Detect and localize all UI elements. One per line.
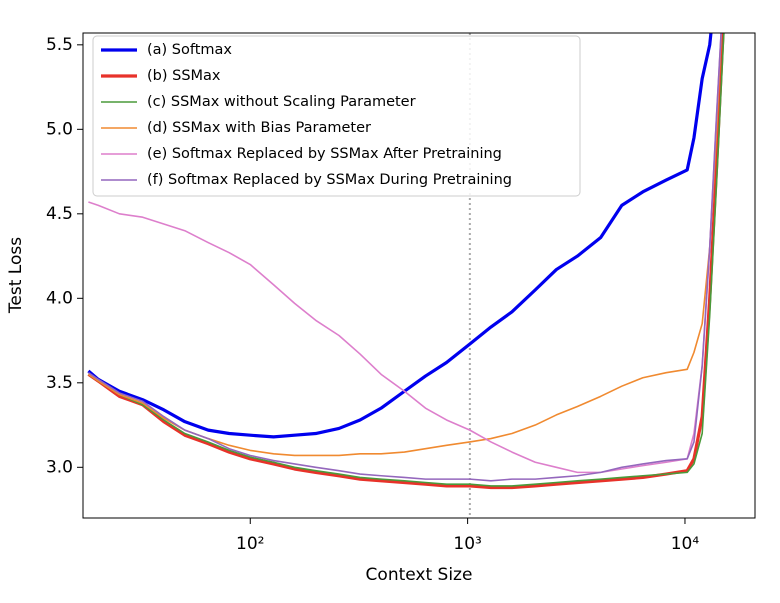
plot-frame	[82, 32, 756, 519]
y-axis-label: Test Loss	[6, 237, 26, 314]
y-tick-label: 5.0	[46, 119, 73, 139]
x-axis-label: Context Size	[366, 565, 473, 585]
legend-label: (c) SSMax without Scaling Parameter	[147, 94, 416, 110]
x-tick-label: 10³	[453, 534, 481, 554]
x-tick-label: 10²	[236, 534, 264, 554]
legend-label: (b) SSMax	[147, 68, 221, 84]
series-line	[88, 33, 722, 474]
legend-box	[92, 35, 581, 197]
x-tick-label: 10⁴	[671, 534, 700, 554]
legend-label: (f) Softmax Replaced by SSMax During Pre…	[147, 172, 512, 188]
series-line	[87, 33, 725, 490]
y-tick-label: 3.5	[46, 373, 73, 393]
y-tick-label: 4.5	[46, 204, 73, 224]
series-line	[87, 33, 725, 487]
legend-label: (a) Softmax	[147, 42, 232, 58]
legend-label: (d) SSMax with Bias Parameter	[147, 120, 371, 136]
y-tick-label: 3.0	[46, 457, 73, 477]
series-line	[87, 33, 713, 439]
legend-label: (e) Softmax Replaced by SSMax After Pret…	[147, 146, 502, 162]
y-tick-label: 4.0	[46, 288, 73, 308]
y-tick-label: 5.5	[46, 35, 73, 55]
series-line	[87, 33, 722, 482]
plot-area	[87, 33, 725, 490]
